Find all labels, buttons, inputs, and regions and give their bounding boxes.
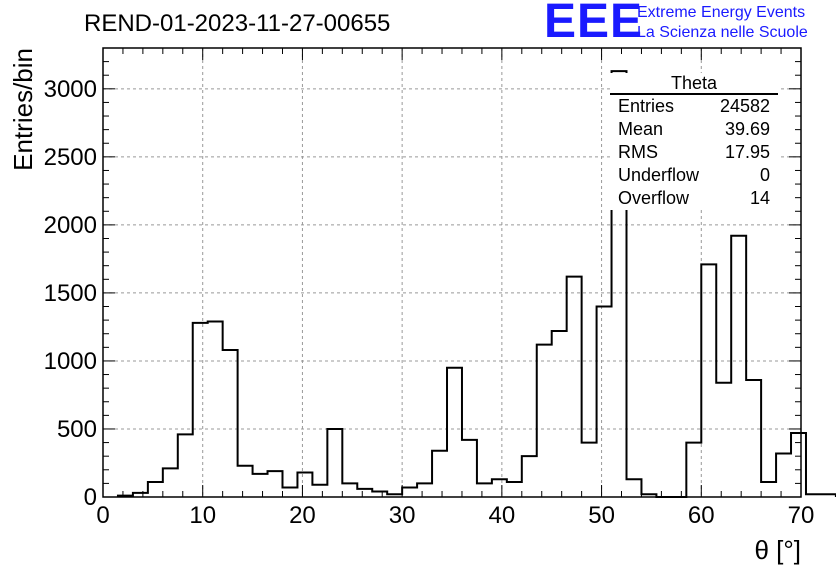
histogram-bin — [686, 443, 701, 497]
histogram-bin — [193, 323, 208, 497]
histogram-bin — [178, 434, 193, 497]
histogram-bin — [282, 487, 297, 497]
histogram-bin — [731, 236, 746, 497]
histogram-bin — [208, 321, 223, 497]
x-tick-label: 50 — [588, 502, 615, 529]
histogram-bin — [342, 483, 357, 497]
stats-title: Theta — [610, 73, 778, 95]
x-tick-label: 30 — [389, 502, 416, 529]
histogram-bin — [492, 479, 507, 497]
y-axis-title: Entries/bin — [8, 48, 38, 171]
histogram-bin — [776, 453, 791, 497]
y-tick-label: 2500 — [44, 144, 97, 171]
histogram-bin — [432, 451, 447, 497]
stat-value: 0 — [759, 165, 770, 185]
stat-row-rms: RMS 17.95 — [610, 141, 778, 164]
y-tick-label: 0 — [84, 484, 97, 511]
histogram-bin — [522, 456, 537, 497]
histogram-bin — [297, 473, 312, 497]
histogram-bin — [477, 483, 492, 497]
stat-label: Mean — [618, 119, 664, 139]
stat-value: 17.95 — [724, 142, 770, 162]
x-tick-label: 20 — [289, 502, 316, 529]
x-tick-label: 60 — [688, 502, 715, 529]
histogram-bin — [223, 350, 238, 497]
y-tick-label: 2000 — [44, 212, 97, 239]
histogram-bin — [567, 277, 582, 497]
x-axis-title: θ [°] — [754, 535, 801, 565]
histogram-bin — [148, 482, 163, 497]
x-tick-label: 70 — [788, 502, 815, 529]
stat-label: Entries — [618, 96, 675, 116]
stat-row-mean: Mean 39.69 — [610, 118, 778, 141]
histogram-bin — [701, 264, 716, 497]
histogram-bin — [537, 345, 552, 497]
histogram-bin — [402, 487, 417, 497]
histogram-bin — [507, 482, 522, 497]
histogram-bin — [327, 429, 342, 497]
histogram-bin — [716, 383, 731, 497]
histogram-bin — [312, 485, 327, 497]
histogram-bin — [268, 471, 283, 497]
histogram-bin — [582, 443, 597, 497]
histogram-bin — [746, 380, 761, 497]
stat-row-entries: Entries 24582 — [610, 95, 778, 118]
histogram-bin — [761, 482, 776, 497]
histogram-bin — [447, 368, 462, 497]
stat-value: 39.69 — [724, 119, 770, 139]
histogram-bin — [357, 489, 372, 497]
y-tick-label: 1000 — [44, 348, 97, 375]
logo-caption-line1: Extreme Energy Events — [637, 4, 806, 21]
histogram-bin — [552, 331, 567, 497]
plot-frame — [102, 47, 802, 498]
stat-value: 24582 — [719, 96, 770, 116]
stat-label: RMS — [618, 142, 658, 162]
x-tick-label: 0 — [96, 502, 109, 529]
x-tick-label: 10 — [189, 502, 216, 529]
stat-value: 14 — [749, 188, 770, 208]
histogram-bin — [597, 307, 612, 497]
y-tick-label: 3000 — [44, 76, 97, 103]
histogram-bin — [253, 474, 268, 497]
stat-row-underflow: Underflow 0 — [610, 164, 778, 187]
histogram-bin — [462, 440, 477, 497]
histogram-bin — [238, 466, 253, 497]
stat-row-overflow: Overflow 14 — [610, 187, 778, 210]
histogram-bin — [163, 468, 178, 497]
run-title: REND-01-2023-11-27-00655 — [84, 10, 391, 37]
y-tick-label: 1500 — [44, 280, 97, 307]
eee-logo: EEE — [544, 0, 644, 48]
x-tick-label: 40 — [489, 502, 516, 529]
histogram-bin — [417, 483, 432, 497]
histogram-bin — [627, 479, 642, 497]
stat-label: Underflow — [618, 165, 700, 185]
logo-caption-line2: La Scienza nelle Scuole — [637, 24, 808, 41]
stat-label: Overflow — [618, 188, 690, 208]
y-tick-label: 500 — [57, 416, 97, 443]
histogram-outline — [116, 70, 836, 498]
stats-box: Theta Entries 24582 Mean 39.69 RMS 17.95… — [610, 73, 778, 210]
